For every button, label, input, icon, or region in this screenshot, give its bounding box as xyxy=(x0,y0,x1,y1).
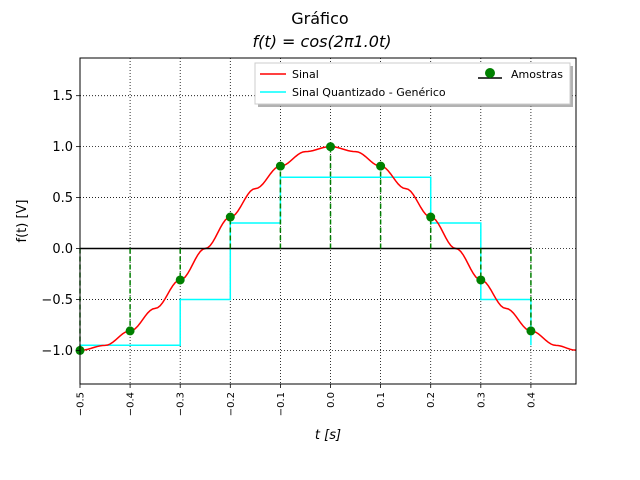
sample-marker xyxy=(426,212,436,222)
legend-box xyxy=(254,62,571,105)
legend-quantized-label: Sinal Quantizado - Genérico xyxy=(292,86,446,99)
sample-marker xyxy=(275,161,285,171)
y-tick-label: 1.5 xyxy=(52,89,73,104)
sample-marker xyxy=(376,161,386,171)
legend-samples-marker xyxy=(485,68,495,78)
y-axis-label: f(t) [V] xyxy=(15,200,30,243)
y-tick-label: 1.0 xyxy=(52,140,73,155)
y-tick-label: 0.0 xyxy=(52,242,73,257)
y-tick-label: −1.0 xyxy=(41,344,73,359)
x-tick-label: 0.4 xyxy=(526,392,537,408)
plot-frame xyxy=(79,57,577,385)
axis-ticks: −0.5 −0.4 −0.3 −0.2 −0.1 0.0 0.1 0.2 0.3 0.4 −1.0 −… xyxy=(41,89,537,416)
x-tick-label: −0.2 xyxy=(226,392,237,416)
x-axis-label: t [s] xyxy=(315,428,341,443)
sample-marker xyxy=(476,275,486,285)
legend: Sinal Sinal Quantizado - Genérico Amostr… xyxy=(254,62,573,107)
sample-marker xyxy=(225,212,235,222)
x-tick-label: −0.3 xyxy=(176,392,187,416)
sample-marker xyxy=(526,326,536,336)
x-tick-label: −0.4 xyxy=(126,392,137,416)
sample-marker xyxy=(125,326,135,336)
sample-marker xyxy=(175,275,185,285)
x-tick-label: −0.5 xyxy=(76,392,87,416)
legend-samples-label: Amostras xyxy=(511,68,563,81)
quantized-signal-line xyxy=(80,176,532,347)
y-tick-label: −0.5 xyxy=(41,293,73,308)
y-tick-label: 0.5 xyxy=(52,191,73,206)
x-tick-label: 0.1 xyxy=(376,392,387,408)
x-tick-label: 0.0 xyxy=(326,392,337,408)
x-tick-label: −0.1 xyxy=(276,392,287,416)
x-tick-label: 0.3 xyxy=(476,392,487,408)
chart-title: Gráfico xyxy=(291,9,348,28)
sample-marker xyxy=(326,142,336,152)
legend-signal-label: Sinal xyxy=(292,68,319,81)
chart-subtitle: f(t) = cos(2π1.0t) xyxy=(253,32,392,51)
x-tick-label: 0.2 xyxy=(426,392,437,408)
